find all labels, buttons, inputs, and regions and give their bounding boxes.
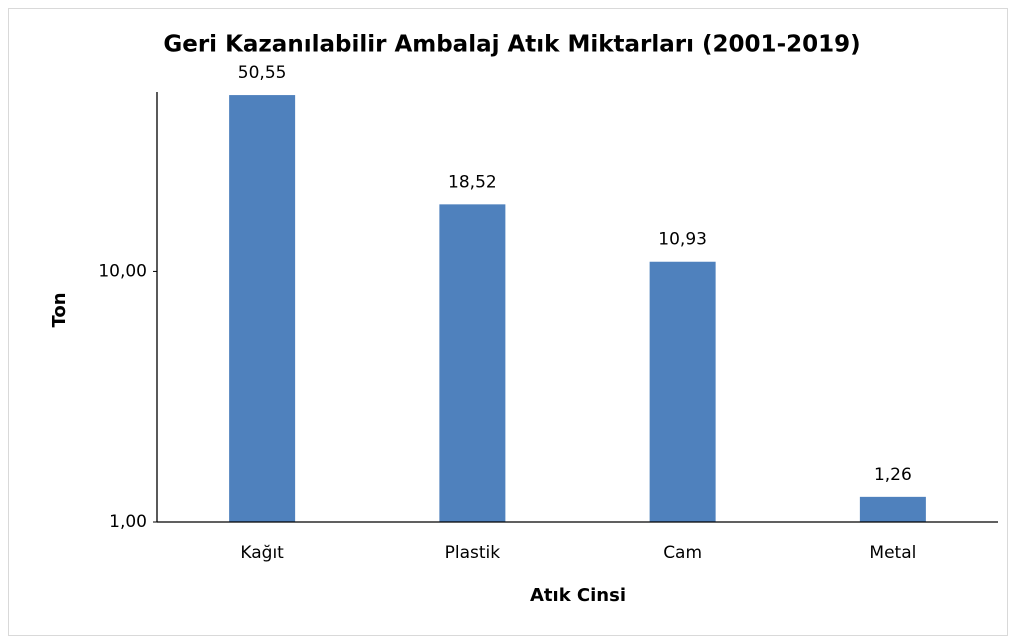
y-axis-title: Ton (49, 292, 70, 327)
bar (649, 261, 716, 522)
x-tick-label: Kağıt (240, 543, 284, 563)
x-tick-label: Plastik (445, 543, 501, 563)
y-tick-label: 10,00 (98, 261, 147, 281)
data-label: 50,55 (238, 63, 287, 83)
x-axis-title: Atık Cinsi (530, 585, 626, 606)
x-tick-label: Metal (869, 543, 916, 563)
data-label: 1,26 (874, 465, 912, 485)
bar (229, 95, 296, 522)
y-tick-label: 1,00 (109, 512, 147, 532)
chart-frame (8, 8, 1008, 636)
bar (439, 204, 506, 522)
bar (859, 496, 926, 522)
x-tick-label: Cam (663, 543, 702, 563)
data-label: 18,52 (448, 172, 497, 192)
data-label: 10,93 (658, 230, 707, 250)
chart-title: Geri Kazanılabilir Ambalaj Atık Miktarla… (163, 32, 860, 58)
